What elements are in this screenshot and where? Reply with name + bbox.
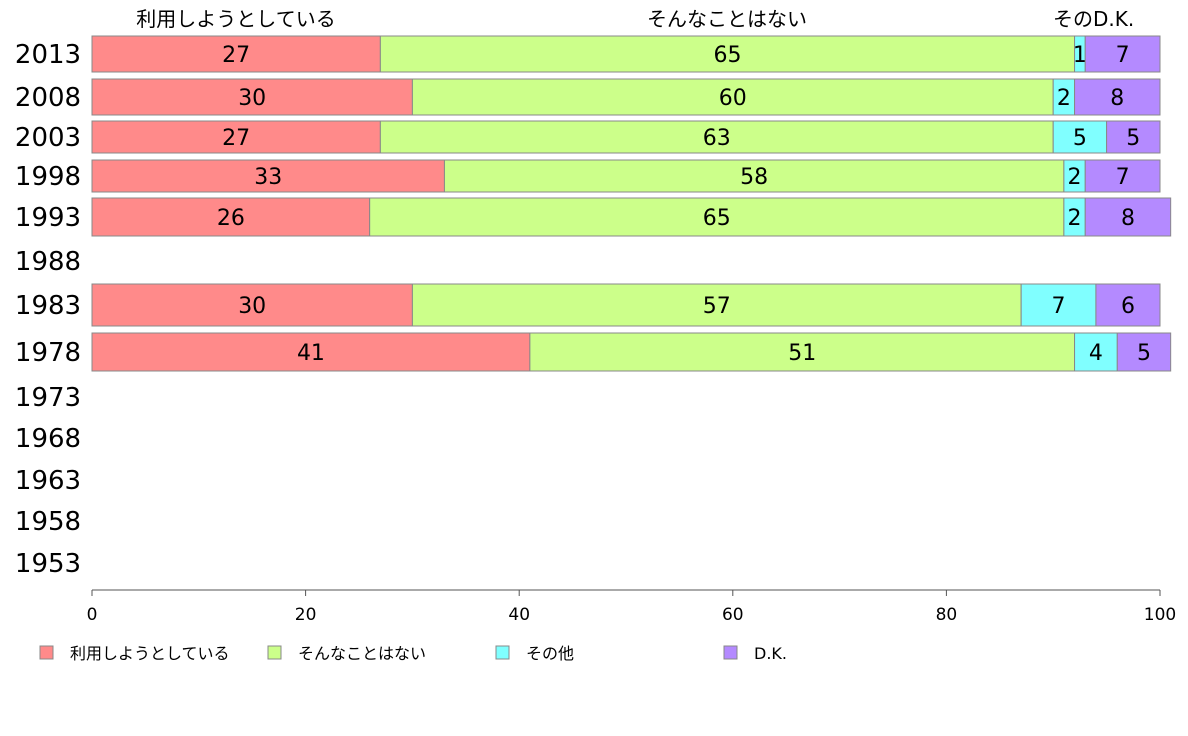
data-label: 27 [222, 126, 250, 151]
top-category-label: その [1053, 7, 1093, 31]
data-label: 2 [1068, 206, 1082, 231]
bar-segment [1020, 283, 1097, 327]
bar-segment [1116, 332, 1172, 372]
data-label: 1 [1073, 43, 1087, 68]
x-tick-label: 80 [936, 605, 958, 625]
data-label: 51 [788, 341, 816, 366]
legend-swatch [39, 645, 54, 660]
year-label: 1958 [15, 507, 81, 537]
data-label: 7 [1116, 43, 1130, 68]
x-tick-label: 100 [1144, 605, 1176, 625]
data-label: 57 [703, 294, 731, 319]
x-tick-label: 60 [722, 605, 744, 625]
bar-segment [91, 283, 413, 327]
top-category-label: そんなことはない [647, 7, 807, 31]
data-label: 2 [1068, 165, 1082, 190]
year-label: 1998 [15, 162, 81, 192]
x-tick-label: 0 [87, 605, 98, 625]
data-label: 63 [703, 126, 731, 151]
bar-segment [529, 332, 1076, 372]
bar-segment [1074, 332, 1118, 372]
data-label: 8 [1110, 86, 1124, 111]
bar-segment [91, 78, 413, 116]
legend-label: 利用しようとしている [70, 644, 230, 663]
data-label: 58 [740, 165, 768, 190]
data-label: 7 [1052, 294, 1066, 319]
bar-segment [411, 283, 1022, 327]
year-label: 1978 [15, 338, 81, 368]
year-label: 2008 [15, 83, 81, 113]
legend-swatch [723, 645, 738, 660]
bar-segment [379, 120, 1054, 154]
bar-segment [1106, 120, 1161, 154]
data-label: 30 [238, 294, 266, 319]
data-label: 65 [703, 206, 731, 231]
bar-segment [443, 159, 1065, 193]
bar-segment [1074, 78, 1161, 116]
data-label: 33 [254, 165, 282, 190]
bar-segment [369, 197, 1065, 237]
year-label: 1963 [15, 466, 81, 496]
bar-segment [91, 197, 371, 237]
bar-segment [91, 120, 381, 154]
bar-segment [1095, 283, 1161, 327]
bar-segment [1084, 35, 1161, 73]
data-label: 65 [713, 43, 741, 68]
year-label: 1968 [15, 424, 81, 454]
data-label: 5 [1137, 341, 1151, 366]
bar-segment [379, 35, 1076, 73]
data-label: 60 [719, 86, 747, 111]
legend-label: そんなことはない [298, 644, 426, 663]
data-label: 2 [1057, 86, 1071, 111]
data-label: 8 [1121, 206, 1135, 231]
legend-label: その他 [526, 644, 574, 663]
legend-swatch [267, 645, 282, 660]
year-label: 1953 [15, 549, 81, 579]
data-label: 30 [238, 86, 266, 111]
bar-segment [1052, 120, 1108, 154]
year-label: 2013 [15, 40, 81, 70]
data-label: 5 [1073, 126, 1087, 151]
year-label: 1973 [15, 383, 81, 413]
bar-segment [1084, 159, 1161, 193]
year-label: 1988 [15, 247, 81, 277]
bar-segment [411, 78, 1054, 116]
top-category-label: 利用しようとしている [136, 7, 335, 31]
data-label: 41 [297, 341, 325, 366]
year-label: 1993 [15, 203, 81, 233]
bar-segment [91, 332, 531, 372]
data-label: 4 [1089, 341, 1103, 366]
x-tick-label: 20 [295, 605, 317, 625]
bar-segment [1084, 197, 1172, 237]
x-tick-label: 40 [508, 605, 530, 625]
top-category-label: D.K. [1093, 7, 1134, 31]
bar-segment [91, 35, 381, 73]
bar-segment [91, 159, 445, 193]
data-label: 27 [222, 43, 250, 68]
legend-swatch [495, 645, 510, 660]
data-label: 6 [1121, 294, 1135, 319]
legend-label: D.K. [754, 644, 787, 663]
data-label: 7 [1116, 165, 1130, 190]
year-label: 2003 [15, 123, 81, 153]
year-label: 1983 [15, 291, 81, 321]
data-label: 5 [1126, 126, 1140, 151]
data-label: 26 [217, 206, 245, 231]
